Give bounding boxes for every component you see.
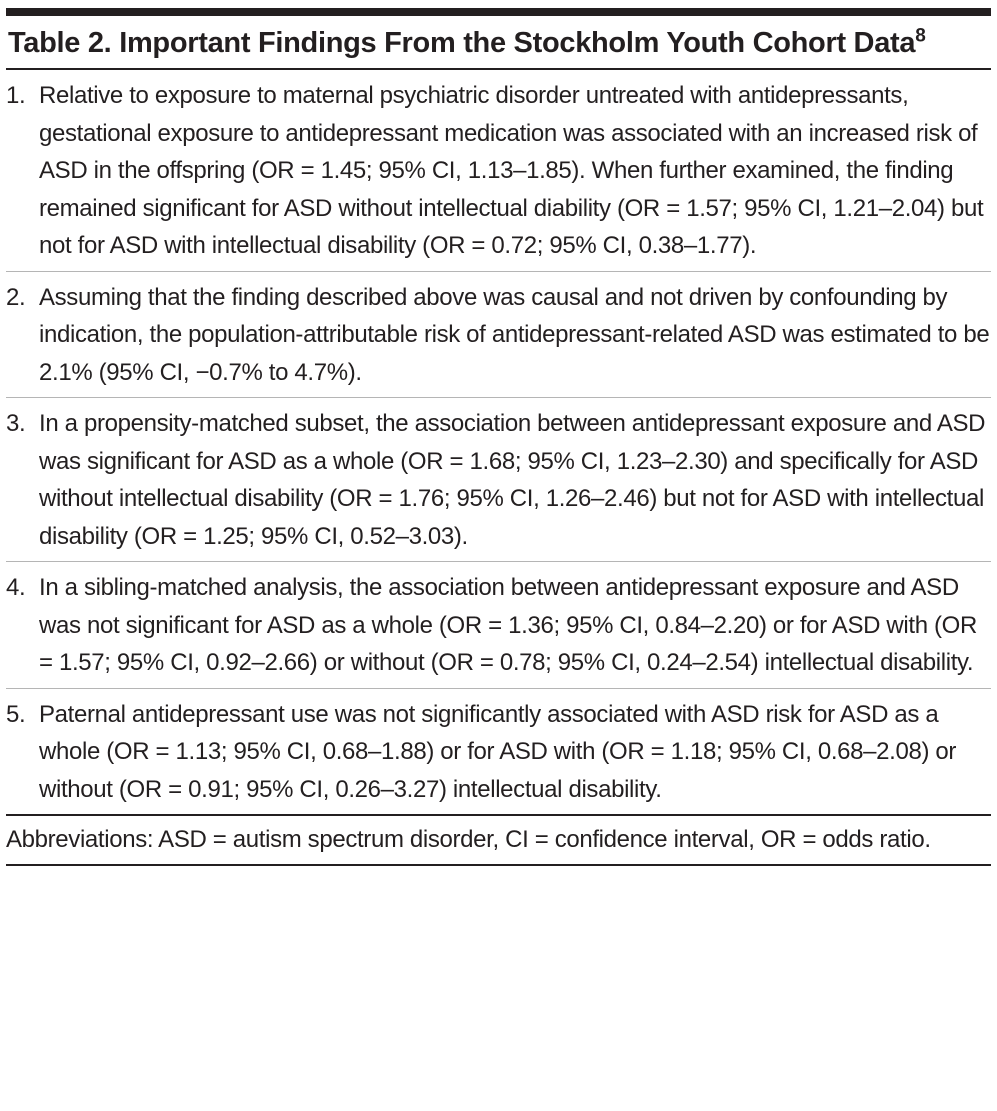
item-number: 1.: [6, 82, 26, 109]
item-number: 4.: [6, 574, 26, 601]
footnote: Abbreviations: ASD = autism spectrum dis…: [6, 816, 991, 866]
table-title: Table 2. Important Findings From the Sto…: [6, 16, 991, 70]
item-number: 3.: [6, 410, 26, 437]
title-reference: 8: [915, 25, 926, 47]
finding-item: 4. In a sibling-matched analysis, the ass…: [6, 562, 991, 689]
item-number: 2.: [6, 283, 26, 311]
item-number: 5.: [6, 700, 26, 728]
finding-item: 5. Paternal antidepressant use was not si…: [6, 689, 991, 816]
footnote-text: Abbreviations: ASD = autism spectrum dis…: [6, 826, 931, 853]
item-text: Paternal antidepressant use was not sign…: [39, 700, 957, 803]
finding-item: 1. Relative to exposure to maternal psych…: [6, 70, 991, 272]
table-document: Table 2. Important Findings From the Sto…: [6, 0, 991, 866]
item-text: In a propensity-matched subset, the asso…: [39, 410, 986, 550]
title-text: Table 2. Important Findings From the Sto…: [8, 27, 916, 59]
top-rule: [6, 8, 991, 16]
finding-item: 2. Assuming that the finding described ab…: [6, 272, 991, 398]
item-text: Assuming that the finding described abov…: [39, 283, 990, 386]
item-text: Relative to exposure to maternal psychia…: [39, 82, 984, 259]
findings-list: 1. Relative to exposure to maternal psych…: [6, 70, 991, 816]
item-text: In a sibling-matched analysis, the assoc…: [39, 574, 977, 676]
finding-item: 3. In a propensity-matched subset, the as…: [6, 398, 991, 562]
